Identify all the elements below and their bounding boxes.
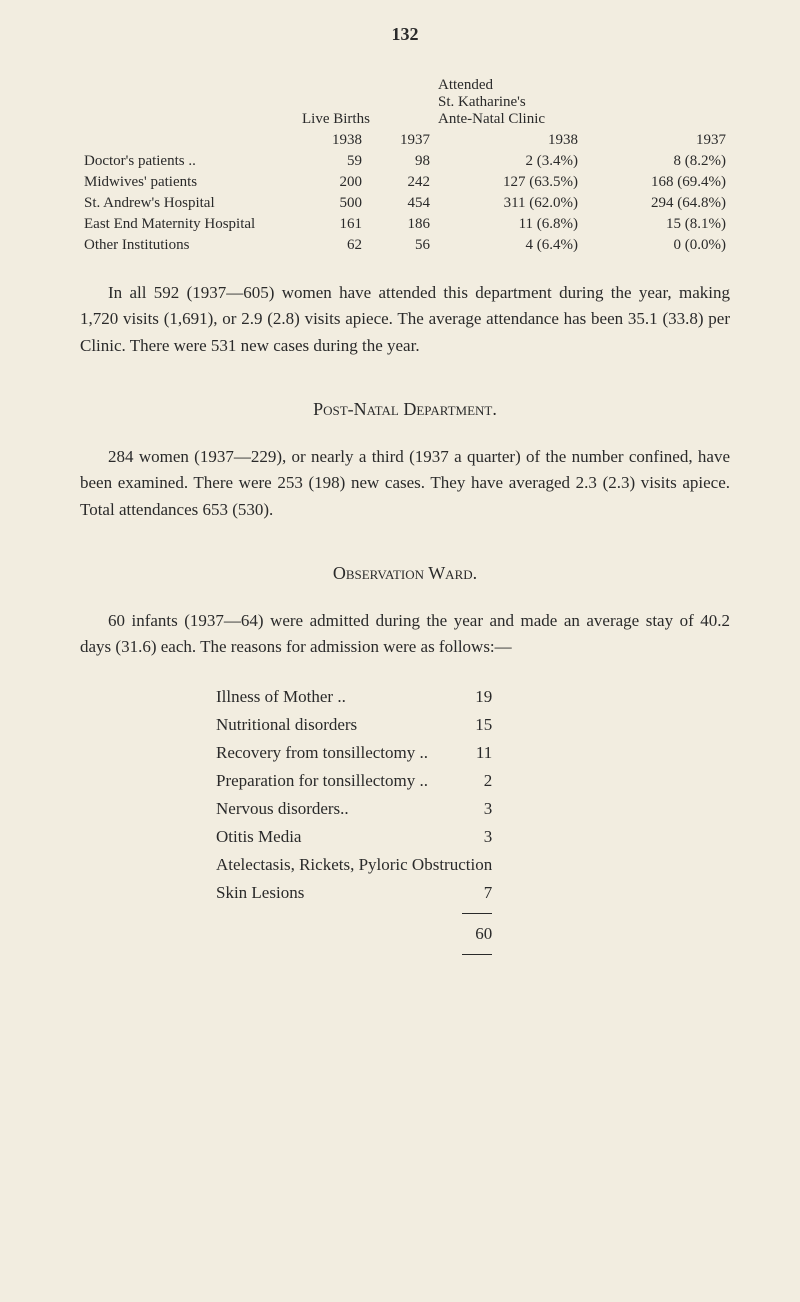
reason-value: 19 (446, 683, 498, 711)
row-lb1938: 500 (298, 193, 366, 214)
reasons-row: Illness of Mother .. 19 (210, 683, 498, 711)
table-header-top: Live Births Attended St. Katharine's Ant… (80, 75, 730, 130)
row-label: Midwives' patients (80, 172, 298, 193)
reason-value: 2 (446, 767, 498, 795)
row-att1937: 8 (8.2%) (582, 151, 730, 172)
table-row: St. Andrew's Hospital 500 454 311 (62.0%… (80, 193, 730, 214)
reason-value: 3 (446, 795, 498, 823)
page: 132 Live Births Attended St. Katharine's… (0, 0, 800, 1001)
header-year-1937b: 1937 (582, 130, 730, 151)
reasons-row: Preparation for tonsillectomy .. 2 (210, 767, 498, 795)
reason-label: Otitis Media (210, 823, 446, 851)
paragraph-1: In all 592 (1937—605) women have attende… (80, 280, 730, 359)
reasons-row: Otitis Media 3 (210, 823, 498, 851)
reasons-row: Atelectasis, Rickets, Pyloric Obstructio… (210, 851, 498, 879)
row-att1938: 2 (3.4%) (434, 151, 582, 172)
row-lb1937: 186 (366, 214, 434, 235)
paragraph-3: 60 infants (1937—64) were admitted durin… (80, 608, 730, 661)
row-lb1938: 200 (298, 172, 366, 193)
row-lb1937: 98 (366, 151, 434, 172)
table-row: Midwives' patients 200 242 127 (63.5%) 1… (80, 172, 730, 193)
reason-value: 3 (446, 823, 498, 851)
section-title-observation: Observation Ward. (80, 563, 730, 584)
row-lb1938: 161 (298, 214, 366, 235)
section-title-post-natal: Post-Natal Department. (80, 399, 730, 420)
row-att1938: 127 (63.5%) (434, 172, 582, 193)
row-lb1937: 454 (366, 193, 434, 214)
paragraph-2: 284 women (1937—229), or nearly a third … (80, 444, 730, 523)
reason-value: 7 (446, 879, 498, 907)
total-rule-top (462, 913, 492, 914)
table-row: East End Maternity Hospital 161 186 11 (… (80, 214, 730, 235)
reason-label: Nutritional disorders (210, 711, 446, 739)
total-row: 60 (210, 920, 498, 948)
row-att1937: 168 (69.4%) (582, 172, 730, 193)
row-att1937: 15 (8.1%) (582, 214, 730, 235)
reason-label: Preparation for tonsillectomy .. (210, 767, 446, 795)
table-header-years: 1938 1937 1938 1937 (80, 130, 730, 151)
row-label: East End Maternity Hospital (80, 214, 298, 235)
row-att1937: 294 (64.8%) (582, 193, 730, 214)
page-number: 132 (80, 24, 730, 45)
reason-value: 15 (446, 711, 498, 739)
row-att1938: 311 (62.0%) (434, 193, 582, 214)
reason-label: Illness of Mother .. (210, 683, 446, 711)
header-year-1938a: 1938 (298, 130, 366, 151)
row-lb1938: 59 (298, 151, 366, 172)
header-attended: Attended St. Katharine's Ante-Natal Clin… (434, 75, 730, 130)
births-table: Live Births Attended St. Katharine's Ant… (80, 75, 730, 256)
row-label: St. Andrew's Hospital (80, 193, 298, 214)
total-rule-bottom (462, 954, 492, 955)
row-att1938: 11 (6.8%) (434, 214, 582, 235)
row-att1938: 4 (6.4%) (434, 235, 582, 256)
row-lb1937: 56 (366, 235, 434, 256)
reason-label: Nervous disorders.. (210, 795, 446, 823)
row-att1937: 0 (0.0%) (582, 235, 730, 256)
reasons-row: Skin Lesions 7 (210, 879, 498, 907)
reasons-table: Illness of Mother .. 19 Nutritional diso… (210, 683, 498, 961)
header-live-births: Live Births (298, 75, 434, 130)
reasons-row: Nervous disorders.. 3 (210, 795, 498, 823)
reasons-row: Nutritional disorders 15 (210, 711, 498, 739)
table-row: Other Institutions 62 56 4 (6.4%) 0 (0.0… (80, 235, 730, 256)
row-lb1938: 62 (298, 235, 366, 256)
header-year-1938b: 1938 (434, 130, 582, 151)
reason-label: Atelectasis, Rickets, Pyloric Obstructio… (210, 851, 498, 879)
row-label: Doctor's patients .. (80, 151, 298, 172)
total-value: 60 (446, 920, 498, 948)
reason-label: Skin Lesions (210, 879, 446, 907)
reason-label: Recovery from tonsillectomy .. (210, 739, 446, 767)
reason-value: 11 (446, 739, 498, 767)
table-row: Doctor's patients .. 59 98 2 (3.4%) 8 (8… (80, 151, 730, 172)
total-rule-row (210, 948, 498, 961)
row-lb1937: 242 (366, 172, 434, 193)
header-year-1937a: 1937 (366, 130, 434, 151)
reasons-row: Recovery from tonsillectomy .. 11 (210, 739, 498, 767)
row-label: Other Institutions (80, 235, 298, 256)
total-rule-row (210, 907, 498, 920)
